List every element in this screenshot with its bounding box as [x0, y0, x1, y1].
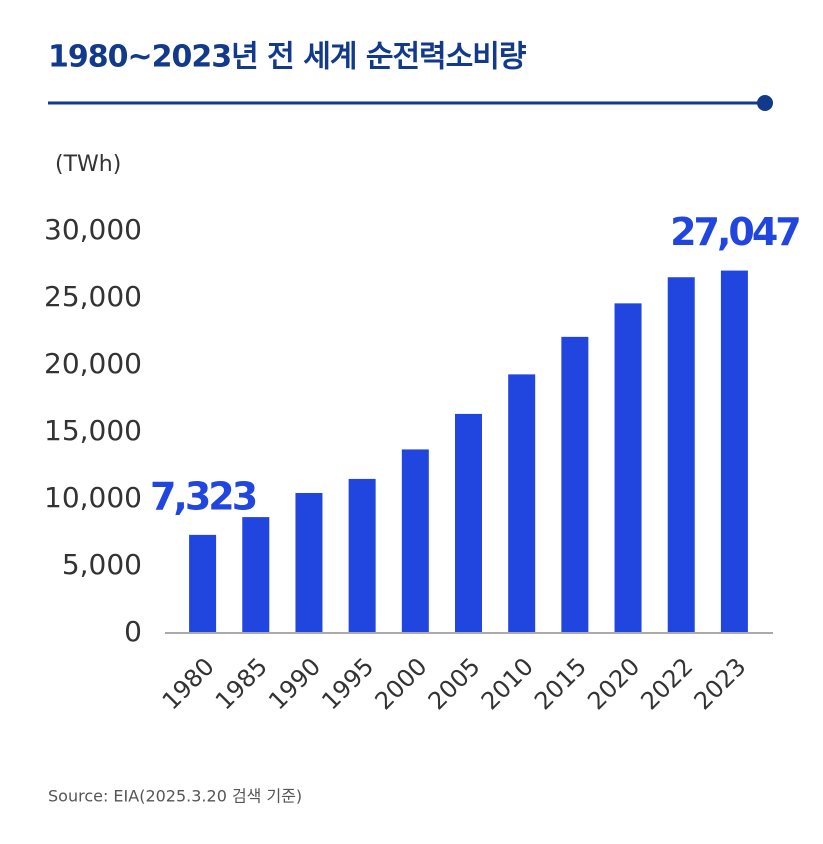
y-tick-label: 10,000: [44, 481, 142, 514]
bar: [348, 478, 376, 633]
bar: [614, 303, 642, 633]
y-tick-label: 15,000: [44, 414, 142, 447]
y-tick-label: 25,000: [44, 280, 142, 313]
x-tick-label: 1990: [263, 652, 326, 715]
title-rule-dot: [757, 95, 773, 111]
bar: [242, 517, 270, 633]
bar: [455, 413, 482, 633]
bar: [401, 449, 429, 633]
x-tick-label: 2015: [529, 652, 592, 715]
x-tick-label: 2010: [476, 652, 539, 715]
x-tick-label: 2020: [582, 652, 645, 715]
x-tick-label: 2023: [689, 652, 752, 715]
chart-title: 1980~2023년 전 세계 순전력소비량: [48, 40, 527, 75]
source: Source: EIA(2025.3.20 검색 기준): [48, 787, 302, 806]
y-tick-label: 0: [124, 615, 142, 648]
x-tick-label: 1985: [210, 652, 273, 715]
bar: [667, 277, 695, 633]
bar: [720, 270, 748, 633]
x-tick-label: 1995: [316, 652, 379, 715]
bar: [295, 492, 323, 633]
bar: [508, 374, 536, 633]
x-tick-label: 2022: [635, 652, 698, 715]
value-label: 27,047: [670, 210, 799, 254]
y-tick-label: 20,000: [44, 347, 142, 380]
y-tick-label: 30,000: [44, 213, 142, 246]
value-label: 7,323: [150, 474, 256, 518]
bar: [189, 534, 217, 633]
y-tick-label: 5,000: [62, 548, 142, 581]
bar: [561, 336, 589, 633]
x-tick-label: 1980: [157, 652, 220, 715]
x-tick-label: 2000: [370, 652, 433, 715]
x-tick-label: 2005: [423, 652, 486, 715]
y-axis-label: (TWh): [55, 152, 121, 177]
